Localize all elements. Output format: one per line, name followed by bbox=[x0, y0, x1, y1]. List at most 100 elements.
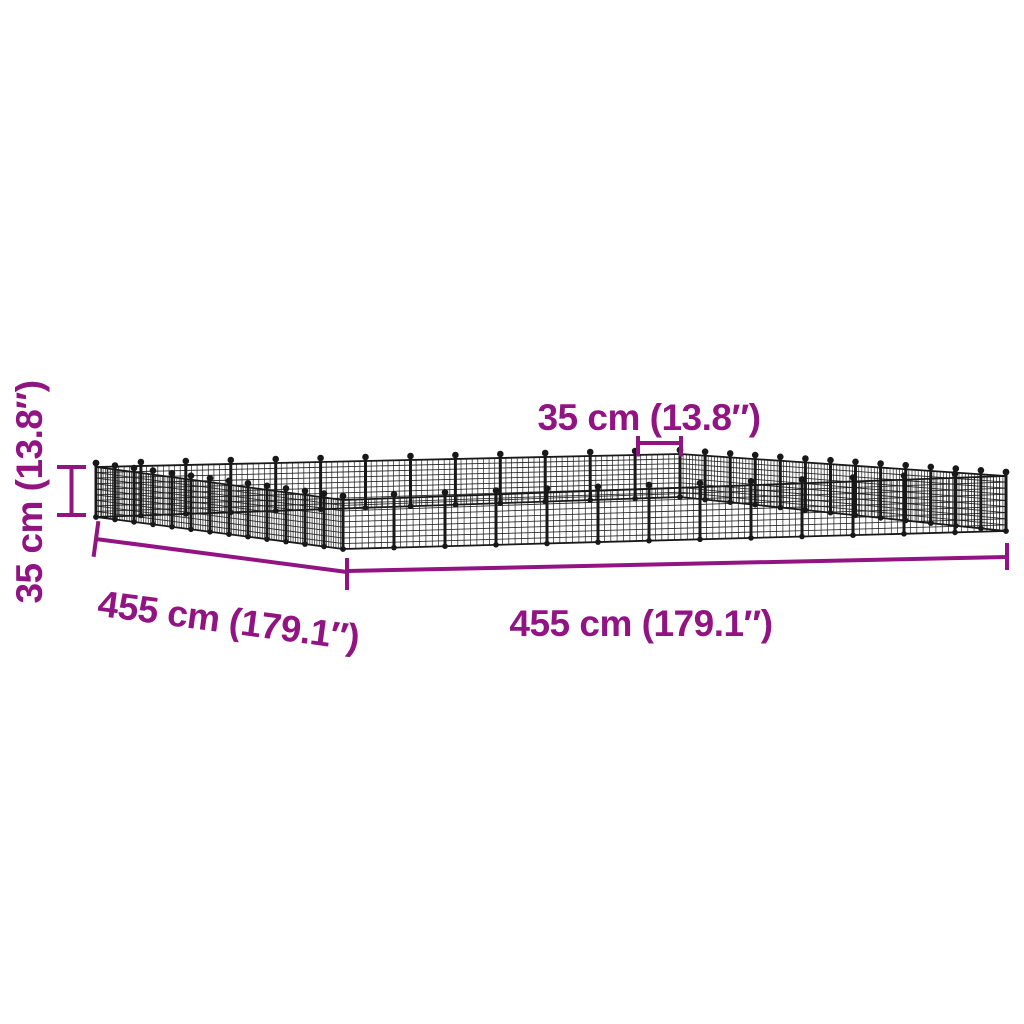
connector-ball-top bbox=[92, 459, 100, 467]
front-side-dimension-line bbox=[346, 555, 1008, 573]
connector-ball-top bbox=[977, 467, 985, 474]
connector-ball-top bbox=[645, 481, 653, 489]
panel-width-dimension: 35 cm (13.8″) bbox=[537, 397, 761, 457]
mesh-edge-wire bbox=[679, 496, 1007, 532]
connector-ball-top bbox=[182, 457, 190, 465]
connector-ball-bottom bbox=[302, 541, 308, 547]
mesh-edge-wire bbox=[342, 475, 1007, 501]
connector-ball-bottom bbox=[264, 536, 270, 542]
connector-ball-top bbox=[301, 487, 309, 495]
connector-ball-bottom bbox=[340, 546, 346, 552]
mesh-wire-horizontal bbox=[95, 472, 344, 506]
connector-ball-bottom bbox=[595, 539, 601, 545]
connector-ball-top bbox=[902, 461, 909, 469]
connector-ball-bottom bbox=[131, 519, 137, 525]
mesh-wire-horizontal bbox=[342, 518, 1007, 539]
connector-ball-bottom bbox=[93, 514, 99, 520]
connector-ball-top bbox=[227, 456, 235, 464]
connector-ball-top bbox=[149, 467, 157, 474]
mesh-wire-horizontal bbox=[679, 486, 1007, 520]
connector-ball-top bbox=[852, 458, 859, 466]
connector-ball-top bbox=[900, 472, 908, 480]
connector-ball-bottom bbox=[112, 516, 118, 523]
connector-ball-top bbox=[187, 472, 195, 480]
front-side-dimension: 455 cm (179.1″) bbox=[345, 543, 1009, 644]
mesh-edge-wire bbox=[95, 516, 344, 550]
connector-ball-bottom bbox=[702, 496, 708, 503]
connector-ball-top bbox=[452, 451, 459, 459]
connector-ball-top bbox=[802, 455, 809, 462]
mesh-wire-horizontal bbox=[679, 482, 1007, 514]
mesh-wire-horizontal bbox=[95, 505, 344, 539]
connector-ball-bottom bbox=[677, 494, 683, 500]
connector-ball-top bbox=[390, 490, 398, 498]
connector-ball-top bbox=[827, 456, 834, 464]
mesh-wire-horizontal bbox=[95, 488, 344, 523]
left-side-dimension-line bbox=[95, 537, 348, 574]
mesh-wire-horizontal bbox=[95, 494, 344, 528]
front-right-wall bbox=[339, 468, 1010, 552]
connector-ball-top bbox=[777, 453, 784, 461]
mesh-wire-horizontal bbox=[95, 483, 344, 517]
connector-ball-bottom bbox=[827, 509, 834, 516]
connector-ball-top bbox=[726, 450, 734, 457]
connector-ball-bottom bbox=[748, 535, 754, 541]
connector-ball-bottom bbox=[407, 503, 414, 510]
mesh-wire-horizontal bbox=[342, 512, 1007, 534]
connector-ball-bottom bbox=[802, 507, 809, 513]
connector-ball-top bbox=[751, 451, 759, 459]
playpen-mesh bbox=[92, 446, 1010, 552]
connector-ball-top bbox=[497, 450, 504, 458]
connector-ball-bottom bbox=[978, 525, 984, 532]
mesh-edge-wire bbox=[95, 453, 681, 468]
connector-ball-bottom bbox=[362, 505, 369, 511]
connector-ball-bottom bbox=[442, 543, 448, 549]
mesh-wire-horizontal bbox=[342, 499, 1007, 523]
connector-ball-bottom bbox=[493, 542, 499, 548]
connector-ball-top bbox=[927, 463, 935, 471]
connector-ball-top bbox=[701, 448, 709, 456]
connector-ball-top bbox=[747, 477, 755, 485]
connector-ball-bottom bbox=[245, 533, 251, 540]
connector-ball-bottom bbox=[901, 531, 907, 537]
connector-ball-top bbox=[130, 464, 138, 472]
mesh-wire-horizontal bbox=[342, 493, 1007, 517]
dimension-label-side-front: 455 cm (179.1″) bbox=[509, 603, 772, 644]
connector-ball-top bbox=[137, 458, 145, 466]
connector-ball-top bbox=[272, 455, 280, 463]
mesh-wire-horizontal bbox=[95, 477, 344, 512]
connector-ball-top bbox=[586, 448, 594, 456]
connector-ball-top bbox=[206, 474, 214, 482]
mesh-wire-horizontal bbox=[95, 458, 681, 474]
connector-ball-top bbox=[225, 477, 233, 485]
connector-ball-top bbox=[543, 485, 551, 492]
mesh-wire-horizontal bbox=[95, 499, 344, 534]
connector-ball-bottom bbox=[150, 521, 156, 528]
connector-ball-bottom bbox=[207, 529, 213, 535]
connector-ball-top bbox=[362, 453, 369, 461]
mesh-wire-horizontal bbox=[95, 510, 344, 545]
connector-ball-bottom bbox=[226, 531, 232, 537]
connector-ball-bottom bbox=[544, 540, 550, 547]
connector-ball-bottom bbox=[752, 502, 758, 508]
connector-ball-top bbox=[798, 476, 806, 483]
left-side-tick-start bbox=[91, 520, 101, 558]
connector-ball-top bbox=[492, 487, 500, 494]
connector-ball-top bbox=[317, 454, 324, 462]
mesh-edge-wire bbox=[342, 530, 1007, 550]
connector-ball-top bbox=[339, 492, 347, 500]
mesh-wire-horizontal bbox=[342, 481, 1007, 506]
connector-ball-top bbox=[263, 482, 271, 490]
connector-ball-bottom bbox=[188, 526, 194, 533]
connector-ball-bottom bbox=[391, 544, 397, 551]
connector-ball-top bbox=[441, 489, 449, 496]
mesh-wire-horizontal bbox=[342, 487, 1007, 512]
connector-ball-top bbox=[320, 490, 328, 497]
connector-ball-bottom bbox=[799, 533, 805, 540]
connector-ball-top bbox=[849, 474, 857, 481]
connector-ball-bottom bbox=[321, 543, 327, 550]
connector-ball-top bbox=[282, 485, 290, 492]
connector-ball-top bbox=[1002, 468, 1010, 476]
